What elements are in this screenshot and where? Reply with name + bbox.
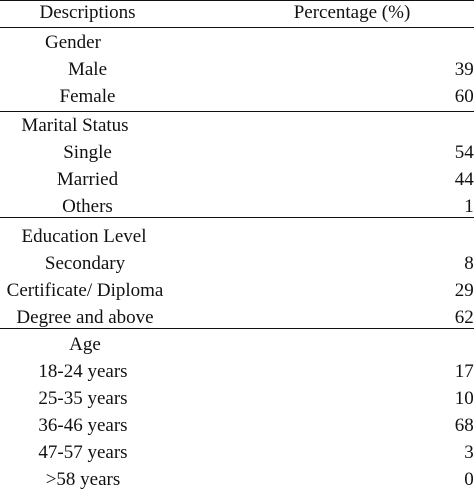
- row-value: 44.0: [454, 169, 474, 190]
- row-label: >58 years: [45, 469, 121, 490]
- header-descriptions: Descriptions: [39, 2, 136, 23]
- row-label: Single: [63, 142, 112, 163]
- row-label: Degree and above: [16, 307, 154, 328]
- group-title-age: Age: [69, 334, 101, 355]
- row-value: 8.6: [464, 253, 474, 274]
- row-label: 47-57 years: [38, 442, 128, 463]
- row-value: 3.4: [464, 442, 474, 463]
- group-rule: [0, 217, 474, 218]
- row-label: 18-24 years: [38, 361, 128, 382]
- row-value: 1.2: [464, 196, 474, 217]
- group-title-marital-status: Marital Status: [21, 115, 129, 136]
- row-label: Secondary: [44, 253, 126, 274]
- row-value: 0.3: [464, 469, 474, 490]
- row-value: 54.8: [454, 142, 474, 163]
- group-title-gender: Gender: [45, 32, 101, 53]
- row-label: Female: [59, 86, 116, 107]
- row-value: 29.2: [454, 280, 474, 301]
- group-rule: [0, 328, 474, 329]
- top-rule: [0, 0, 474, 1]
- group-title-education-level: Education Level: [21, 226, 147, 247]
- row-label: 25-35 years: [38, 388, 128, 409]
- row-label: Married: [56, 169, 119, 190]
- row-value: 68.9: [454, 415, 474, 436]
- header-percentage: Percentage (%): [293, 2, 411, 23]
- row-label: Others: [62, 196, 113, 217]
- header-rule: [0, 27, 474, 28]
- row-label: Certificate/ Diploma: [6, 280, 164, 301]
- group-rule: [0, 111, 474, 112]
- row-value: 39.9: [454, 59, 474, 80]
- row-label: Male: [67, 59, 108, 80]
- row-value: 60.1: [454, 86, 474, 107]
- row-value: 10.1: [454, 388, 474, 409]
- row-value: 62.2: [454, 307, 474, 328]
- row-value: 17.3: [454, 361, 474, 382]
- row-label: 36-46 years: [38, 415, 128, 436]
